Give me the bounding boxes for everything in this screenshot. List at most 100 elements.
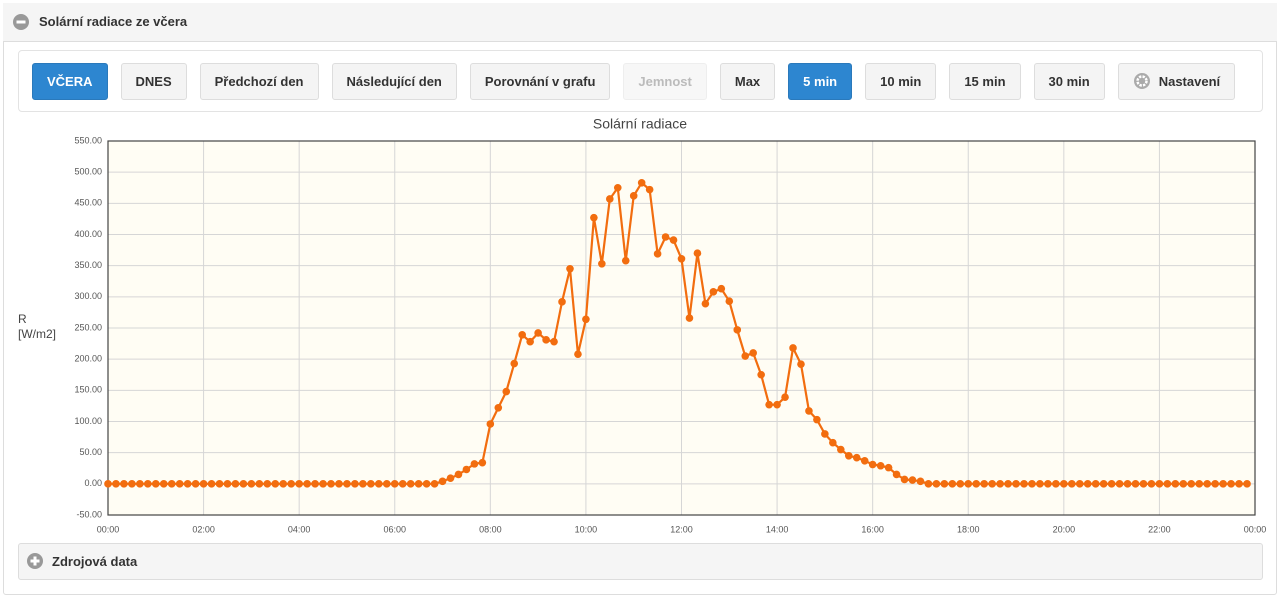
- data-point: [590, 213, 598, 222]
- toolbar-button[interactable]: Předchozí den: [199, 62, 319, 100]
- data-point: [821, 430, 829, 438]
- data-point: [757, 370, 765, 379]
- data-point: [502, 387, 511, 396]
- data-point: [510, 359, 519, 368]
- data-point: [136, 480, 144, 488]
- data-point: [1235, 480, 1243, 488]
- data-point: [1219, 480, 1227, 488]
- x-tick-label: 04:00: [288, 524, 311, 534]
- data-point: [773, 400, 781, 409]
- data-point: [765, 400, 773, 409]
- data-point: [454, 470, 463, 479]
- data-point: [1155, 480, 1164, 488]
- toolbar-button[interactable]: VČERA: [32, 62, 108, 100]
- toolbar-button[interactable]: DNES: [120, 62, 187, 100]
- data-point: [263, 480, 272, 488]
- data-point: [1123, 480, 1132, 488]
- data-point: [606, 195, 614, 203]
- data-point: [916, 477, 925, 486]
- data-point: [542, 336, 550, 344]
- data-point: [582, 315, 590, 324]
- data-point: [1163, 480, 1172, 488]
- panel-header[interactable]: Solární radiace ze včera: [3, 3, 1277, 42]
- data-point: [669, 236, 678, 244]
- data-point: [247, 480, 256, 488]
- data-point: [645, 185, 654, 194]
- y-tick-label: 500.00: [74, 167, 102, 177]
- data-point: [151, 480, 160, 488]
- toolbar-button[interactable]: Porovnání v grafu: [469, 62, 611, 100]
- data-point: [430, 480, 439, 488]
- button-label: Max: [734, 73, 761, 89]
- y-tick-label: 250.00: [74, 322, 102, 332]
- data-point: [1075, 480, 1084, 488]
- data-point: [1131, 480, 1140, 488]
- collapse-icon[interactable]: [12, 13, 32, 33]
- data-point: [470, 460, 479, 468]
- toolbar-button[interactable]: 30 min: [1033, 62, 1105, 100]
- data-point: [1028, 480, 1036, 488]
- toolbar-button[interactable]: 15 min: [949, 62, 1021, 100]
- y-tick-label: 300.00: [74, 291, 102, 301]
- data-point: [518, 331, 526, 339]
- button-label: 30 min: [1048, 73, 1090, 89]
- data-point: [805, 407, 813, 415]
- data-point: [167, 480, 176, 488]
- data-point: [462, 465, 471, 474]
- panel-title: Solární radiace ze včera: [39, 14, 188, 29]
- data-point: [781, 393, 789, 401]
- data-point: [1227, 480, 1235, 488]
- source-data-title: Zdrojová data: [52, 554, 138, 569]
- data-point: [693, 249, 702, 257]
- data-point: [852, 453, 861, 462]
- data-point: [1171, 480, 1180, 488]
- x-tick-label: 02:00: [192, 524, 215, 534]
- data-point: [406, 480, 415, 488]
- data-point: [183, 480, 192, 488]
- y-tick-label: 50.00: [79, 447, 102, 457]
- data-point: [932, 480, 941, 488]
- data-point: [621, 256, 630, 265]
- x-tick-label: 06:00: [383, 524, 406, 534]
- data-point: [303, 480, 311, 488]
- x-tick-label: 18:00: [957, 524, 980, 534]
- data-point: [128, 480, 136, 488]
- y-axis-label: R [W/m2]: [18, 312, 56, 341]
- y-tick-label: 550.00: [74, 135, 102, 145]
- data-point: [900, 475, 909, 484]
- button-label: 5 min: [803, 73, 838, 89]
- data-point: [1179, 480, 1188, 488]
- data-point: [231, 480, 240, 488]
- data-point: [215, 480, 224, 488]
- button-label: Nastavení: [1158, 73, 1221, 89]
- data-point: [144, 480, 152, 488]
- data-point: [104, 480, 112, 488]
- y-tick-label: 100.00: [74, 416, 102, 426]
- data-point: [733, 326, 742, 334]
- data-point: [940, 480, 949, 488]
- chart: Solární radiace -50.00 0.00 50.00 100.00 150…: [74, 116, 1266, 535]
- data-point: [789, 344, 797, 352]
- expand-icon[interactable]: [26, 552, 46, 572]
- data-point: [964, 480, 973, 488]
- toolbar-button[interactable]: Následující den: [331, 62, 457, 100]
- data-point: [884, 463, 893, 472]
- data-point: [112, 480, 120, 488]
- x-tick-label: 16:00: [861, 524, 884, 534]
- data-point: [478, 458, 487, 467]
- data-point: [175, 480, 184, 488]
- toolbar-button[interactable]: 5 min: [788, 62, 853, 100]
- x-tick-label: 10:00: [575, 524, 598, 534]
- data-point: [311, 480, 319, 488]
- toolbar-button[interactable]: Max: [719, 62, 776, 100]
- source-data-panel[interactable]: Zdrojová data: [18, 543, 1263, 580]
- x-tick-label: 08:00: [479, 524, 502, 534]
- data-point: [367, 480, 375, 488]
- data-point: [1107, 480, 1116, 488]
- data-point: [239, 480, 248, 488]
- button-label: Následující den: [346, 73, 442, 89]
- button-label: Předchozí den: [214, 73, 304, 89]
- toolbar-button[interactable]: Nastavení: [1117, 62, 1236, 100]
- toolbar-button[interactable]: 10 min: [865, 62, 937, 100]
